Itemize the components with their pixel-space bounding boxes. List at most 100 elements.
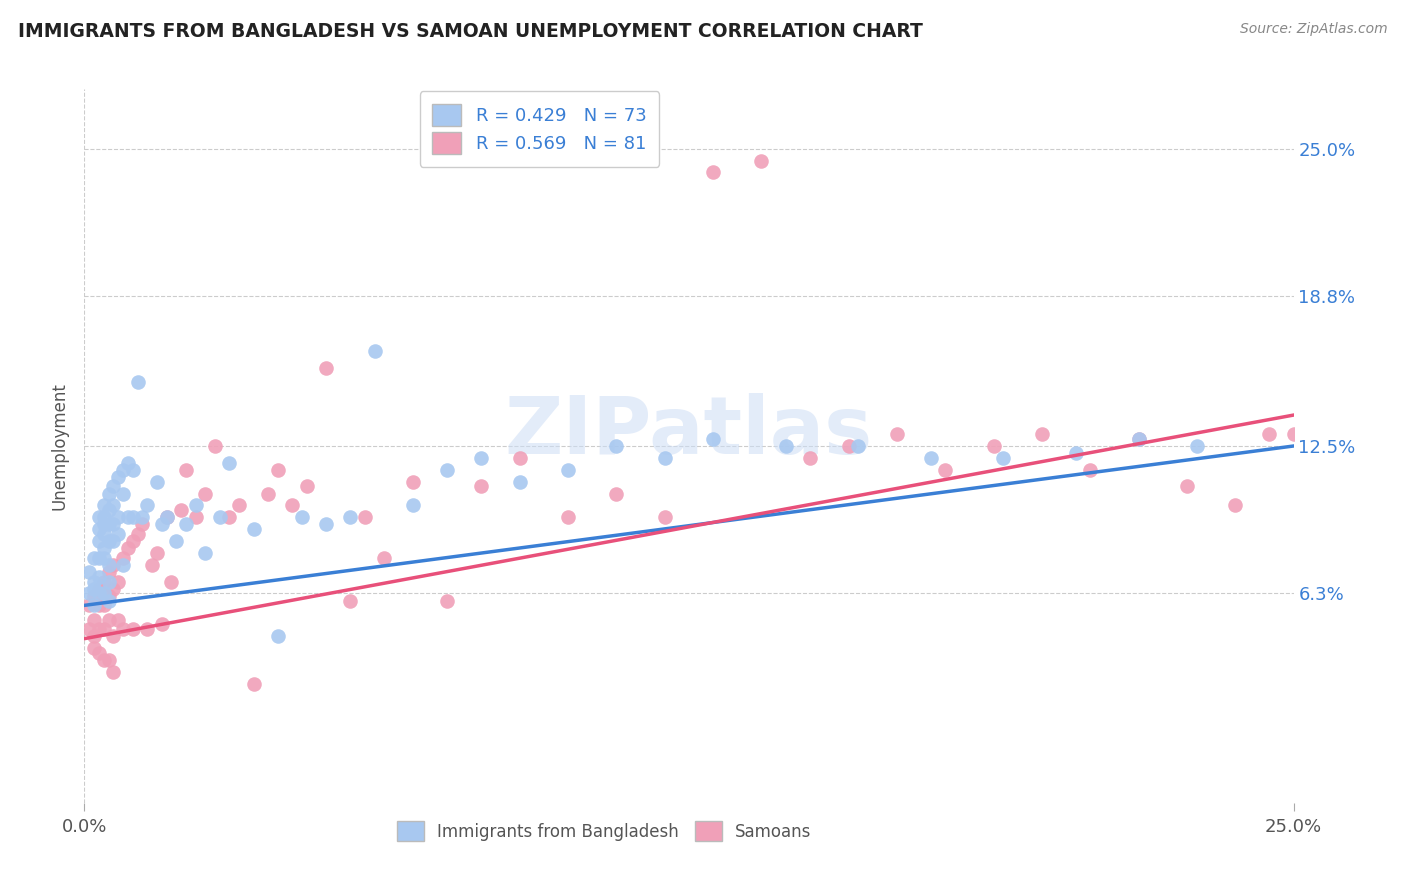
Point	[112, 486, 135, 500]
Point	[121, 510, 143, 524]
Point	[103, 499, 125, 513]
Point	[170, 503, 193, 517]
Point	[117, 541, 139, 556]
Point	[150, 517, 173, 532]
Point	[1306, 415, 1329, 429]
Point	[1369, 432, 1392, 446]
Point	[1355, 422, 1378, 436]
Point	[799, 450, 821, 465]
Point	[184, 499, 207, 513]
Point	[97, 593, 120, 607]
Point	[77, 586, 100, 600]
Point	[127, 375, 149, 389]
Text: ZIPatlas: ZIPatlas	[505, 392, 873, 471]
Point	[103, 479, 125, 493]
Point	[155, 510, 177, 524]
Legend: Immigrants from Bangladesh, Samoans: Immigrants from Bangladesh, Samoans	[391, 814, 818, 848]
Point	[93, 499, 115, 513]
Point	[131, 510, 153, 524]
Point	[83, 629, 105, 643]
Point	[117, 456, 139, 470]
Point	[136, 499, 159, 513]
Point	[83, 613, 105, 627]
Point	[605, 486, 627, 500]
Point	[93, 541, 115, 556]
Point	[470, 479, 492, 493]
Point	[194, 486, 217, 500]
Text: Source: ZipAtlas.com: Source: ZipAtlas.com	[1240, 22, 1388, 37]
Point	[87, 522, 110, 536]
Point	[136, 622, 159, 636]
Point	[127, 527, 149, 541]
Point	[470, 450, 492, 465]
Point	[93, 517, 115, 532]
Point	[83, 589, 105, 603]
Point	[97, 574, 120, 589]
Point	[112, 622, 135, 636]
Point	[77, 565, 100, 579]
Point	[103, 558, 125, 572]
Point	[339, 510, 361, 524]
Point	[242, 677, 264, 691]
Point	[150, 617, 173, 632]
Point	[141, 558, 163, 572]
Point	[97, 589, 120, 603]
Point	[83, 582, 105, 596]
Point	[242, 522, 264, 536]
Point	[605, 439, 627, 453]
Point	[218, 456, 240, 470]
Point	[1080, 463, 1102, 477]
Point	[257, 486, 280, 500]
Point	[97, 517, 120, 532]
Point	[184, 510, 207, 524]
Text: IMMIGRANTS FROM BANGLADESH VS SAMOAN UNEMPLOYMENT CORRELATION CHART: IMMIGRANTS FROM BANGLADESH VS SAMOAN UNE…	[18, 22, 924, 41]
Point	[1128, 432, 1150, 446]
Point	[77, 622, 100, 636]
Point	[993, 450, 1015, 465]
Point	[339, 593, 361, 607]
Point	[107, 527, 129, 541]
Point	[146, 475, 169, 489]
Point	[121, 534, 143, 549]
Point	[112, 463, 135, 477]
Point	[934, 463, 956, 477]
Point	[557, 463, 579, 477]
Point	[436, 593, 458, 607]
Point	[93, 527, 115, 541]
Point	[93, 510, 115, 524]
Point	[83, 599, 105, 613]
Point	[112, 550, 135, 565]
Point	[838, 439, 860, 453]
Point	[402, 499, 425, 513]
Point	[83, 641, 105, 656]
Point	[267, 629, 290, 643]
Point	[87, 534, 110, 549]
Point	[1185, 439, 1208, 453]
Point	[402, 475, 425, 489]
Point	[208, 510, 231, 524]
Point	[87, 550, 110, 565]
Y-axis label: Unemployment: Unemployment	[51, 382, 69, 510]
Point	[93, 550, 115, 565]
Point	[112, 558, 135, 572]
Point	[846, 439, 869, 453]
Point	[654, 510, 676, 524]
Point	[93, 622, 115, 636]
Point	[87, 646, 110, 660]
Point	[1282, 427, 1305, 442]
Point	[1258, 427, 1281, 442]
Point	[121, 463, 143, 477]
Point	[107, 574, 129, 589]
Point	[174, 517, 197, 532]
Point	[281, 499, 304, 513]
Point	[97, 613, 120, 627]
Point	[354, 510, 377, 524]
Point	[107, 510, 129, 524]
Point	[146, 546, 169, 560]
Point	[83, 550, 105, 565]
Point	[103, 517, 125, 532]
Point	[97, 534, 120, 549]
Point	[920, 450, 942, 465]
Point	[107, 470, 129, 484]
Point	[103, 665, 125, 679]
